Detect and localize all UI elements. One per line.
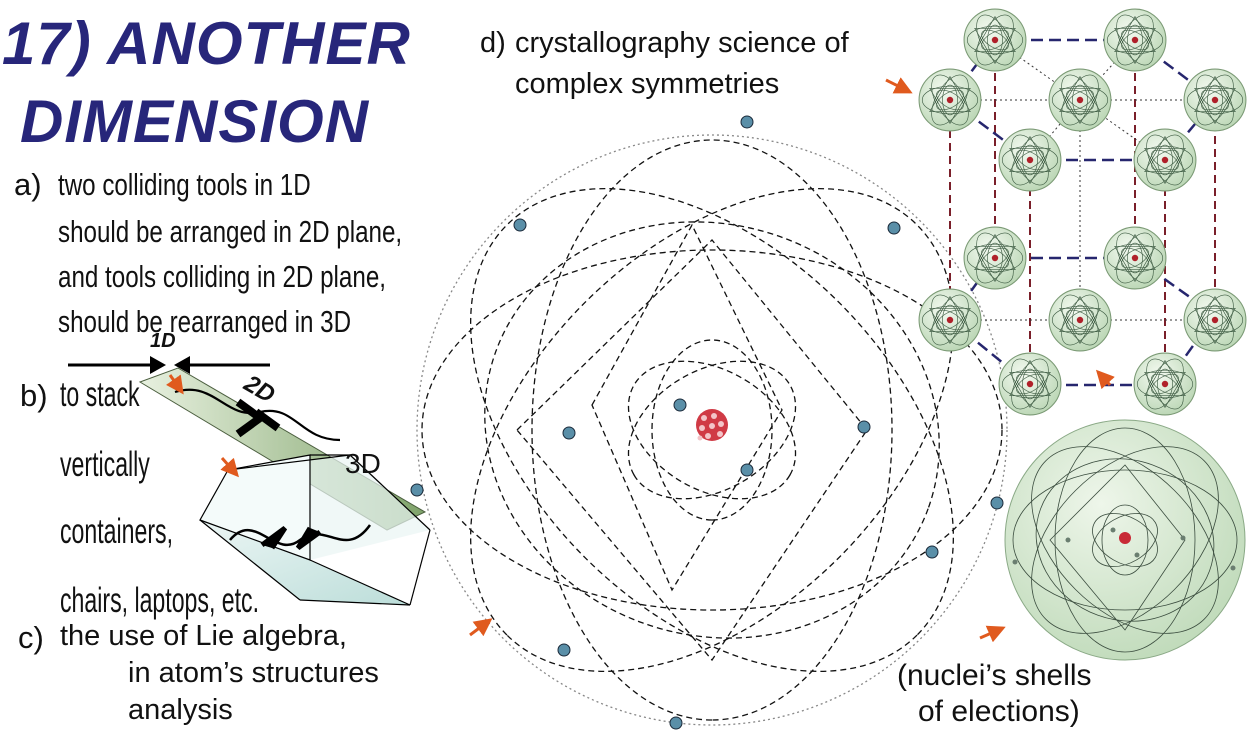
title-line-1: 17) ANOTHER <box>2 10 411 77</box>
item-a-line-3: and tools colliding in 2D plane, <box>58 259 386 294</box>
item-c-marker: c) <box>18 620 44 655</box>
item-a-line-1: two colliding tools in 1D <box>58 167 311 202</box>
nucleus <box>696 409 728 441</box>
label-3d: 3D <box>345 448 381 479</box>
item-c-line-2: in atom’s structures <box>128 657 379 689</box>
caption-line-2: of elections) <box>918 695 1080 728</box>
dimension-figure <box>68 356 431 606</box>
atom-orbital-diagram <box>410 115 1008 730</box>
item-a-marker: a) <box>14 167 42 202</box>
item-b-line-3: containers, <box>60 512 174 551</box>
item-b-line-1: to stack <box>60 375 140 414</box>
item-d-marker: d) <box>480 27 506 59</box>
item-b-line-4: chairs, laptops, etc. <box>60 581 260 620</box>
nuclei-shell-sphere <box>979 419 1246 661</box>
item-b-marker: b) <box>20 378 48 413</box>
item-d-line-2: complex symmetries <box>515 68 780 100</box>
item-c-line-3: analysis <box>128 694 233 726</box>
3d-box <box>199 454 431 606</box>
label-1d: 1D <box>150 330 176 352</box>
item-a-line-2: should be arranged in 2D plane, <box>58 214 403 249</box>
item-d-line-1: crystallography science of <box>515 27 849 59</box>
caption-line-1: (nuclei’s shells <box>897 659 1092 692</box>
item-c-line-1: the use of Lie algebra, <box>60 620 347 652</box>
title-line-2: DIMENSION <box>20 88 370 155</box>
item-a-line-4: should be rearranged in 3D <box>58 304 352 339</box>
crystal-lattice <box>885 8 1247 416</box>
lattice-atoms <box>918 8 1247 416</box>
electrons <box>410 115 1004 730</box>
item-b-line-2: vertically <box>60 445 150 484</box>
